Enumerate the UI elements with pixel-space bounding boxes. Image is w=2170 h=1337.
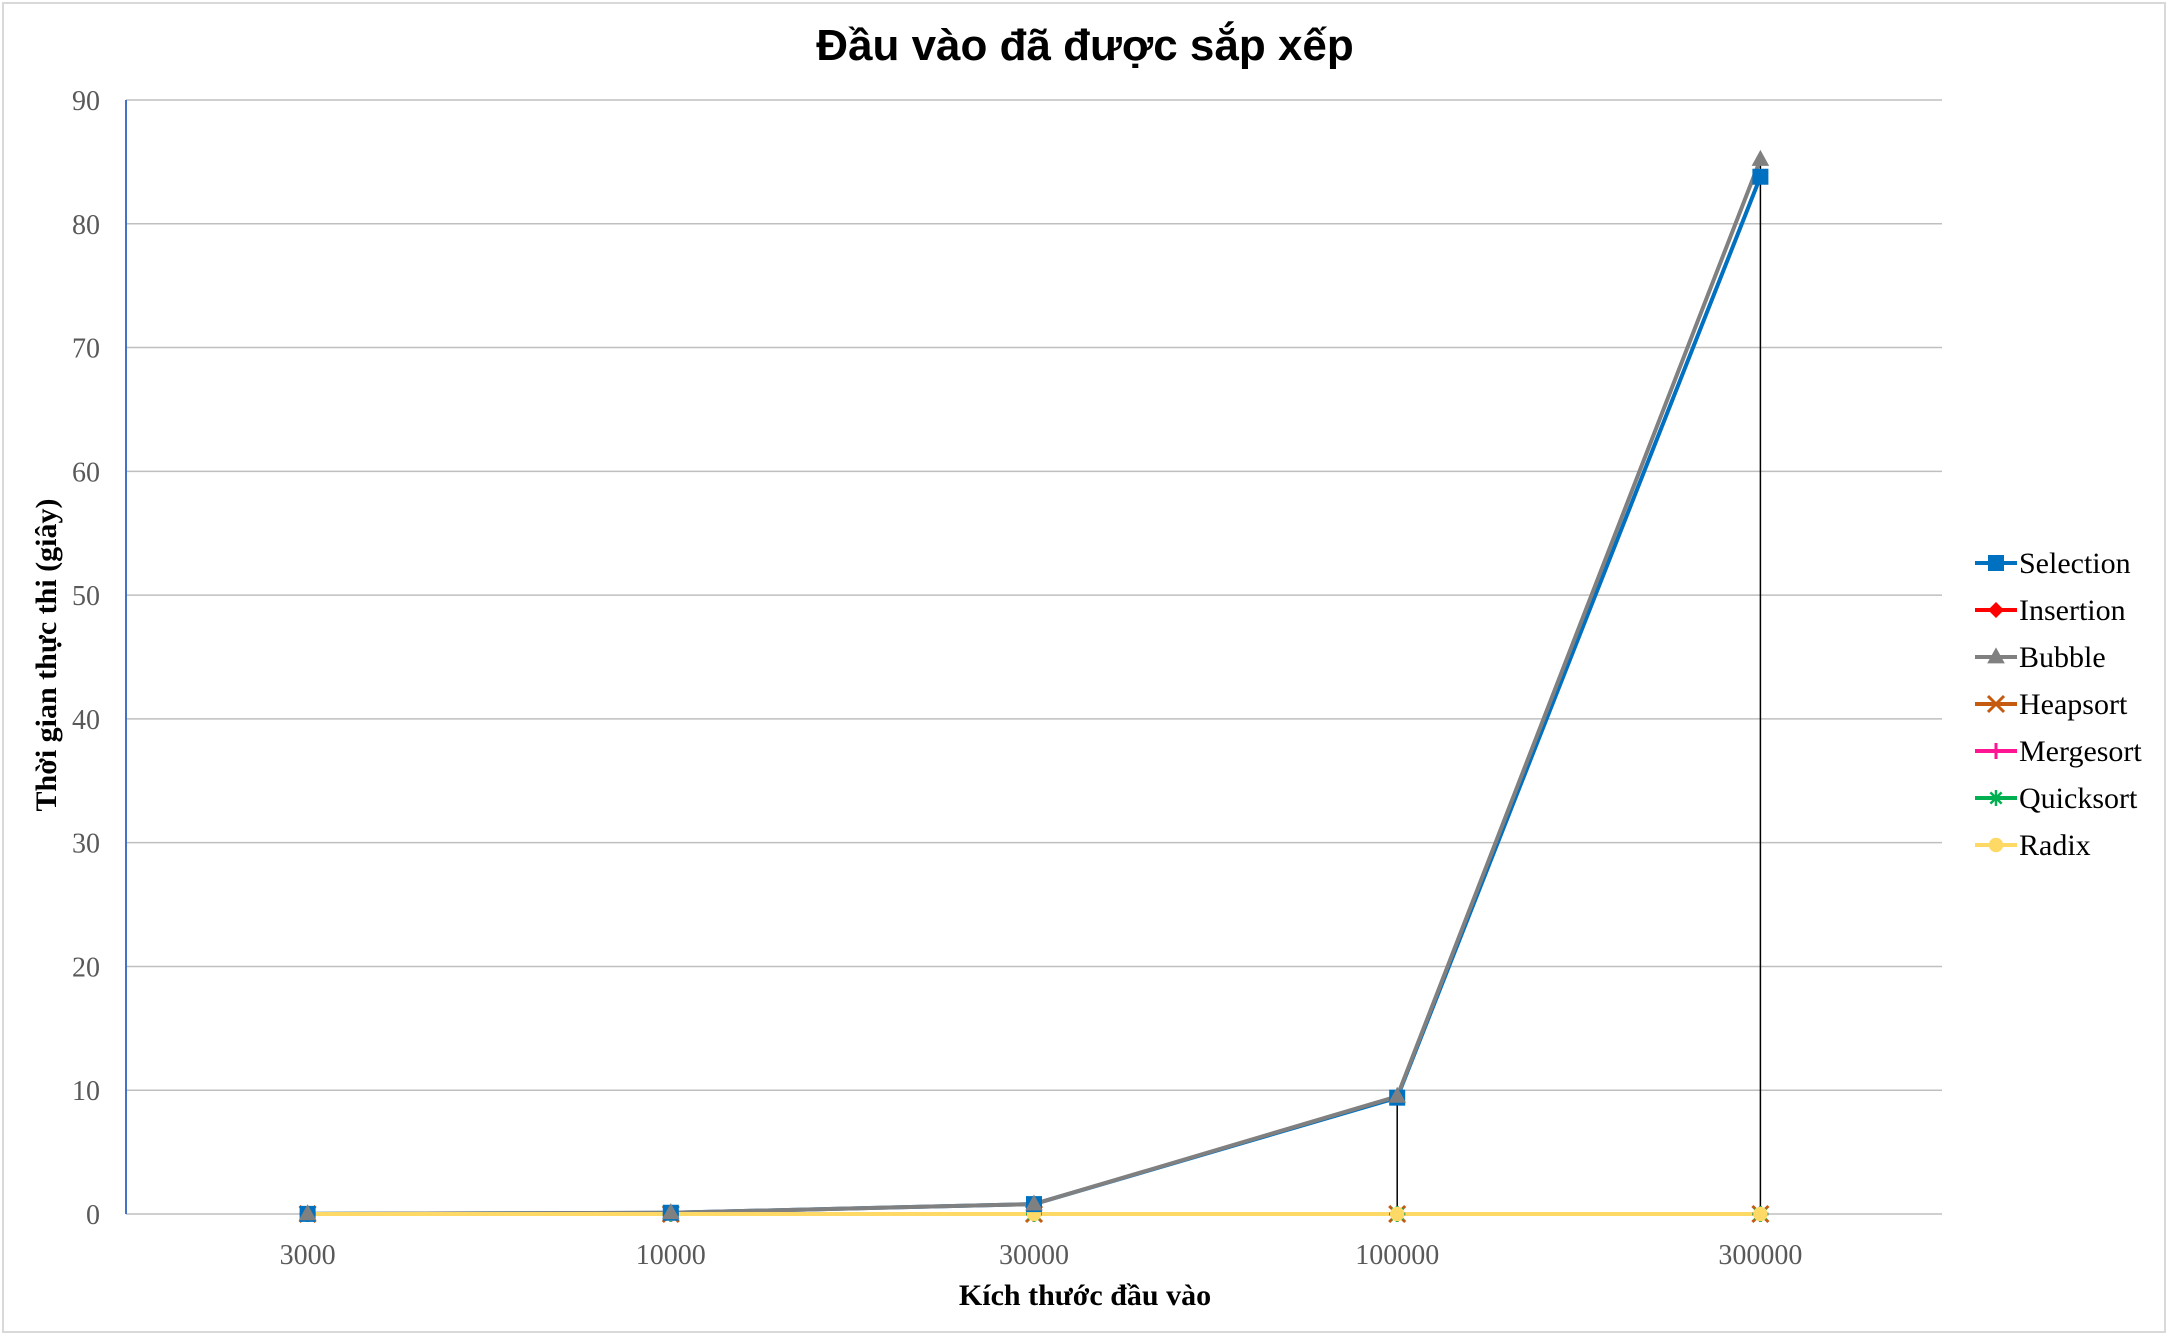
legend-item-selection: Selection — [1975, 547, 2131, 580]
legend-label: Heapsort — [2019, 688, 2128, 721]
chart-title: Đầu vào đã được sắp xếp — [816, 20, 1354, 70]
legend-label: Selection — [2019, 547, 2131, 580]
legend-marker — [1987, 647, 2005, 664]
legend-marker — [1986, 694, 2006, 714]
y-axis-title: Thời gian thực thi (giây) — [30, 499, 63, 812]
series-lines — [307, 158, 1763, 1216]
y-tick-label: 10 — [72, 1076, 100, 1107]
legend-label: Radix — [2019, 829, 2091, 862]
x-tick-label: 300000 — [1718, 1240, 1802, 1271]
x-tick-label: 100000 — [1355, 1240, 1439, 1271]
data-point-radix — [1390, 1206, 1405, 1222]
data-point-radix — [1753, 1206, 1768, 1222]
legend-item-insertion: Insertion — [1975, 594, 2126, 627]
legend-marker — [1988, 790, 2004, 806]
x-tick-label: 30000 — [999, 1240, 1069, 1271]
data-point-bubble — [662, 1203, 680, 1220]
legend-item-bubble: Bubble — [1975, 641, 2106, 674]
series-line-bubble — [307, 158, 1763, 1216]
legend: Selection Insertion Bubble Heapsort Mergesor… — [1975, 547, 2142, 862]
data-point-bubble — [1751, 149, 1770, 166]
x-axis-title: Kích thước đầu vào — [959, 1279, 1211, 1312]
y-tick-label: 90 — [72, 86, 100, 117]
x-tick-label: 3000 — [280, 1240, 336, 1271]
data-point-selection — [1752, 168, 1769, 185]
legend-label: Quicksort — [2019, 782, 2138, 815]
y-axis-ticks: 0 10 20 30 40 50 60 70 80 90 — [72, 86, 100, 1231]
legend-marker — [1988, 837, 2004, 853]
legend-label: Insertion — [2019, 594, 2126, 627]
legend-label: Bubble — [2019, 641, 2106, 674]
y-tick-label: 30 — [72, 829, 100, 860]
data-markers — [298, 149, 1770, 1224]
x-axis-ticks: 3000 10000 30000 100000 300000 — [280, 1240, 1803, 1271]
data-point-bubble — [1025, 1194, 1043, 1211]
legend-marker — [1988, 743, 2004, 759]
gridlines — [126, 99, 1942, 1215]
legend-label: Mergesort — [2019, 735, 2142, 768]
data-point-bubble — [298, 1204, 317, 1221]
y-tick-label: 0 — [86, 1200, 100, 1231]
legend-item-mergesort: Mergesort — [1975, 735, 2142, 768]
legend-item-radix: Radix — [1975, 829, 2091, 862]
y-tick-label: 70 — [72, 334, 100, 365]
drop-lines — [1396, 159, 1762, 1214]
legend-marker — [1988, 555, 2004, 571]
legend-marker — [1988, 602, 2004, 618]
data-point-bubble — [1388, 1086, 1406, 1103]
series-line-selection — [307, 176, 1763, 1216]
y-tick-label: 60 — [72, 457, 100, 488]
y-tick-label: 20 — [72, 952, 100, 983]
y-tick-label: 40 — [72, 705, 100, 736]
y-tick-label: 50 — [72, 581, 100, 612]
legend-item-quicksort: Quicksort — [1975, 782, 2138, 815]
y-tick-label: 80 — [72, 210, 100, 241]
x-tick-label: 10000 — [636, 1240, 706, 1271]
legend-item-heapsort: Heapsort — [1975, 688, 2128, 721]
